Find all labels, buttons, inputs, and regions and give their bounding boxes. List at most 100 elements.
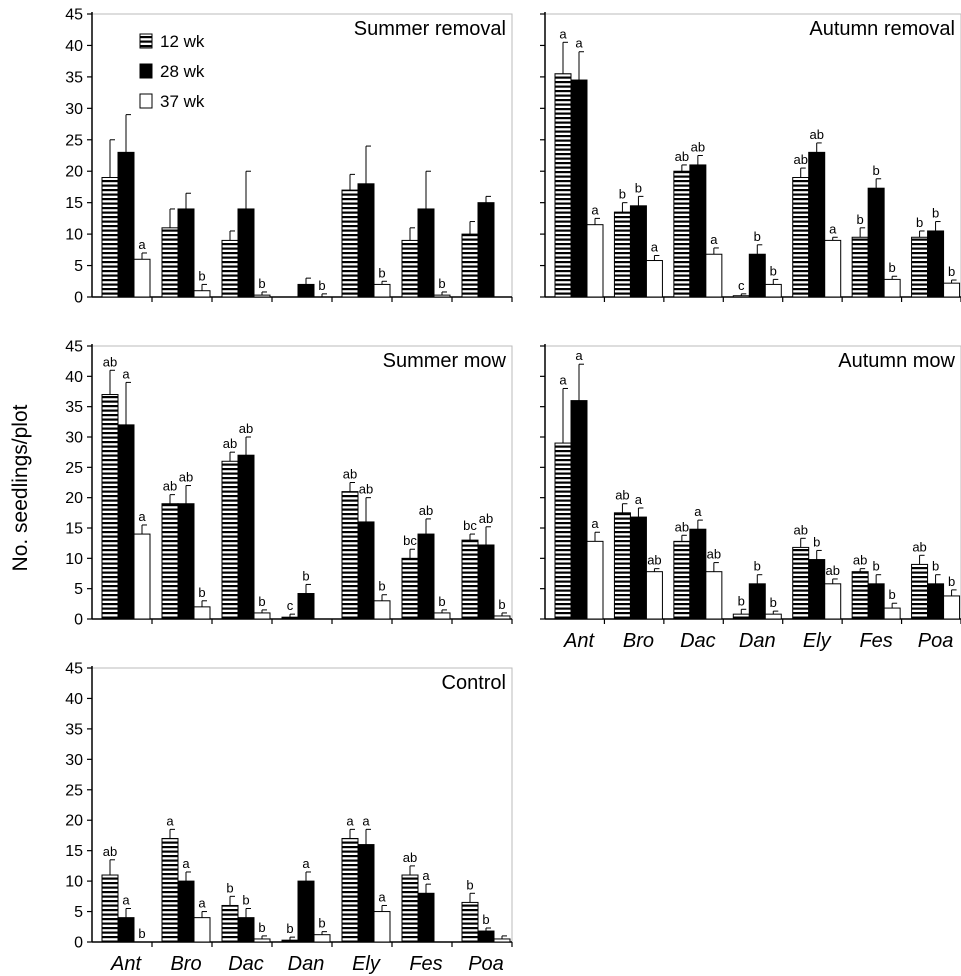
x-tick-label: Poa [468, 953, 504, 975]
bar [101, 394, 119, 620]
significance-label: a [362, 813, 370, 828]
significance-label: b [198, 585, 205, 600]
significance-label: bc [403, 533, 417, 548]
bar [401, 874, 419, 943]
bar [253, 612, 271, 620]
bar [613, 512, 631, 620]
y-tick-label: 10 [65, 551, 83, 568]
significance-label: ab [163, 479, 177, 494]
significance-label: b [318, 916, 325, 931]
y-tick-label: 15 [65, 843, 83, 860]
x-tick-label: Dac [228, 953, 264, 975]
x-tick-label: Ely [352, 953, 381, 975]
bar [253, 938, 271, 943]
significance-label: a [651, 239, 659, 254]
significance-label: ab [825, 563, 839, 578]
significance-label: a [138, 509, 146, 524]
bar [401, 557, 419, 620]
panel-frame [545, 345, 961, 619]
bar [133, 533, 151, 620]
y-tick-label: 10 [65, 227, 83, 244]
x-tick-label: Fes [859, 630, 892, 652]
significance-label: b [770, 263, 777, 278]
y-tick-label: 15 [65, 195, 83, 212]
significance-label: a [182, 856, 190, 871]
significance-label: b [635, 180, 642, 195]
significance-label: b [438, 276, 445, 291]
bar [570, 79, 588, 298]
bar [297, 283, 315, 298]
significance-label: a [378, 889, 386, 904]
bar [673, 170, 691, 298]
y-tick-label: 40 [65, 38, 83, 55]
y-tick-label: 15 [65, 521, 83, 538]
bar [883, 278, 901, 298]
legend-swatch [139, 63, 153, 79]
y-tick-label: 40 [65, 691, 83, 708]
significance-label: b [813, 534, 820, 549]
bar [461, 539, 479, 620]
bar [824, 239, 842, 298]
x-tick-label: Fes [409, 953, 442, 975]
bar [297, 593, 315, 620]
y-tick-label: 5 [74, 581, 83, 598]
significance-label: ab [103, 354, 117, 369]
significance-label: ab [647, 553, 661, 568]
significance-label: ab [179, 470, 193, 485]
significance-label: b [754, 229, 761, 244]
bar [221, 239, 239, 298]
bar [177, 208, 195, 298]
significance-label: a [635, 492, 643, 507]
significance-label: ab [793, 522, 807, 537]
bar [193, 917, 211, 943]
significance-label: ab [809, 127, 823, 142]
bar [493, 615, 511, 620]
panel-frame [92, 345, 513, 619]
bar [313, 934, 331, 943]
x-tick-label: Poa [918, 630, 954, 652]
significance-label: a [198, 896, 206, 911]
bar [867, 583, 885, 620]
legend-swatch [139, 33, 153, 49]
significance-label: ab [223, 436, 237, 451]
bar [824, 583, 842, 620]
significance-label: b [318, 278, 325, 293]
bar [417, 892, 435, 943]
significance-label: a [302, 856, 310, 871]
bar [867, 187, 885, 298]
significance-label: b [619, 187, 626, 202]
panel-title: Summer mow [383, 350, 507, 372]
bar [792, 177, 810, 298]
significance-label: b [873, 559, 880, 574]
bar [645, 260, 663, 298]
y-tick-label: 35 [65, 721, 83, 738]
bar [586, 540, 604, 620]
panel-frame [545, 13, 961, 297]
bar [297, 880, 315, 943]
bar [101, 874, 119, 943]
significance-label: b [754, 559, 761, 574]
bar [253, 294, 271, 298]
legend-swatch [139, 93, 153, 109]
significance-label: a [575, 348, 583, 363]
y-tick-label: 20 [65, 164, 83, 181]
y-tick-label: 20 [65, 813, 83, 830]
significance-label: a [122, 893, 130, 908]
significance-label: b [242, 893, 249, 908]
panel-control: 051015202530354045AntababBroaaaDacbbbDan… [65, 661, 513, 975]
bar [237, 917, 255, 943]
significance-label: a [346, 813, 354, 828]
significance-label: b [889, 260, 896, 275]
y-tick-label: 0 [74, 612, 83, 629]
bar [732, 295, 750, 298]
bar [117, 424, 135, 620]
bar [645, 571, 663, 620]
bar [493, 938, 511, 943]
bar [943, 595, 961, 620]
bar [748, 253, 766, 298]
bar [883, 607, 901, 620]
y-tick-label: 35 [65, 399, 83, 416]
bar [927, 230, 945, 298]
significance-label: a [591, 516, 599, 531]
